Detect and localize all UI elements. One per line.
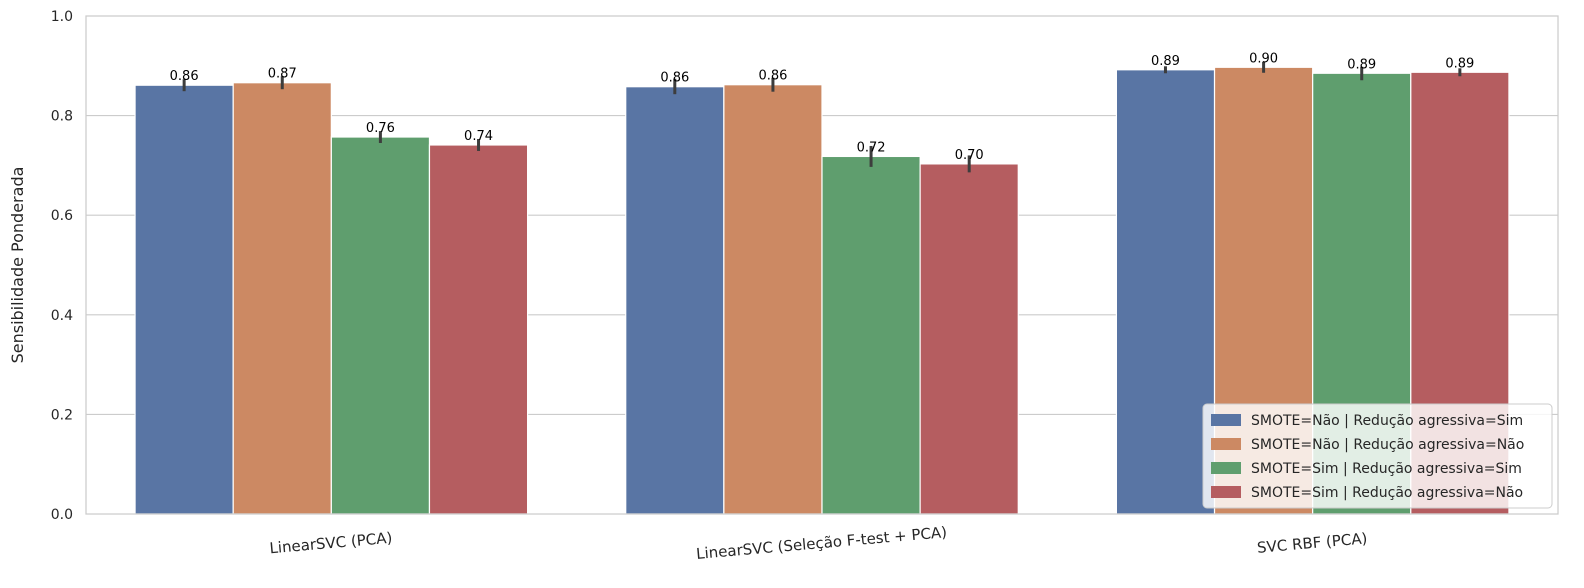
x-tick-label: SVC RBF (PCA): [1256, 529, 1368, 557]
legend-swatch: [1211, 414, 1241, 426]
legend-entry: SMOTE=Não | Redução agressiva=Sim: [1251, 413, 1523, 429]
data-label: 0.89: [1445, 56, 1474, 71]
data-label: 0.76: [366, 121, 395, 136]
data-label: 0.89: [1151, 54, 1180, 69]
x-tick-label: LinearSVC (PCA): [269, 529, 393, 558]
legend-swatch: [1211, 438, 1241, 450]
y-tick-label: 0.2: [51, 407, 73, 423]
bar: [625, 86, 725, 515]
data-label: 0.89: [1347, 57, 1376, 72]
legend: SMOTE=Não | Redução agressiva=Sim SMOTE=N…: [1202, 403, 1553, 509]
legend-entry: SMOTE=Sim | Redução agressiva=Não: [1251, 485, 1523, 501]
y-tick-labels: 0.0 0.2 0.4 0.6 0.8 1.0: [51, 9, 73, 523]
data-label: 0.86: [660, 71, 689, 86]
bar: [919, 163, 1019, 515]
data-labels: 0.86 0.87 0.76 0.74 0.86 0.86 0.72 0.70 0.89 0.90…: [170, 51, 1475, 163]
x-tick-labels: LinearSVC (PCA) LinearSVC (Seleção F-test…: [269, 523, 1368, 563]
bar: [723, 84, 823, 515]
bar: [428, 144, 529, 515]
bar: [134, 84, 234, 515]
bar: [1115, 69, 1216, 515]
y-tick-label: 0.8: [51, 109, 73, 125]
legend-entry: SMOTE=Sim | Redução agressiva=Sim: [1251, 461, 1522, 477]
data-label: 0.86: [170, 69, 199, 84]
legend-box: [1202, 403, 1553, 509]
plot-frame: [85, 15, 1559, 515]
y-tick-label: 0.6: [51, 208, 73, 224]
data-label: 0.74: [464, 129, 493, 144]
y-tick-label: 0.4: [51, 308, 73, 324]
data-label: 0.70: [955, 148, 984, 163]
y-axis-label: Sensibilidade Ponderada: [8, 167, 27, 364]
bar: [330, 136, 431, 515]
data-label: 0.87: [268, 67, 297, 82]
data-label: 0.72: [857, 140, 886, 155]
legend-swatch: [1211, 462, 1241, 474]
error-bars: [182, 61, 1462, 173]
y-tick-label: 1.0: [51, 9, 73, 25]
legend-entry: SMOTE=Não | Redução agressiva=Não: [1251, 437, 1524, 453]
x-tick-label: LinearSVC (Seleção F-test + PCA): [695, 523, 947, 563]
data-label: 0.90: [1249, 51, 1278, 66]
data-label: 0.86: [758, 69, 787, 84]
y-tick-label: 0.0: [51, 507, 73, 523]
bar: [232, 82, 332, 515]
bar: [821, 155, 921, 515]
legend-swatch: [1211, 486, 1241, 498]
